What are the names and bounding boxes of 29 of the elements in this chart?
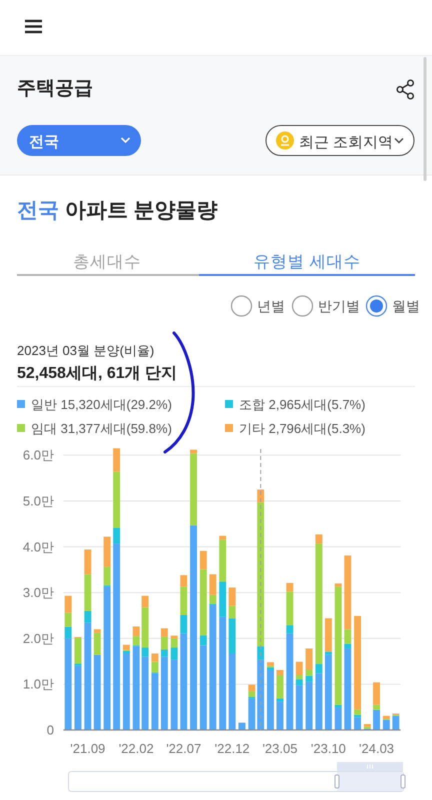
y-tick-label: 3.0만 — [22, 585, 54, 600]
x-tick-label: '22.02 — [118, 741, 154, 756]
text: 2023년 03월 분양(비율) — [17, 343, 154, 358]
x-tick-label: '24.03 — [359, 741, 394, 756]
x-tick-label: '21.09 — [70, 741, 106, 756]
text: 최근 조회지역 — [299, 134, 394, 151]
text: 전국 — [29, 134, 59, 150]
y-tick-label: 6.0만 — [22, 448, 54, 463]
y-tick-label: 5.0만 — [22, 493, 54, 508]
legend-label: 임대 31,377세대(59.8%) — [31, 421, 172, 436]
x-tick-label: '22.07 — [166, 741, 202, 756]
text: 주택공급 — [17, 78, 93, 99]
text: 유형별 세대수 — [254, 253, 360, 271]
text: 반기별 — [318, 298, 360, 314]
x-tick-label: '22.12 — [214, 741, 250, 756]
legend-label: 일반 15,320세대(29.2%) — [31, 397, 172, 412]
x-tick-label: '23.05 — [262, 741, 298, 756]
text: 총세대수 — [73, 253, 141, 271]
legend-label: 기타 2,796세대(5.3%) — [239, 421, 366, 436]
legend-label: 조합 2,965세대(5.7%) — [239, 397, 366, 412]
y-tick-label: 4.0만 — [22, 539, 54, 554]
y-tick-label: 1.0만 — [22, 676, 54, 692]
text: 52,458세대, 61개 단지 — [17, 365, 178, 382]
y-tick-label: 0 — [46, 722, 54, 738]
text: 월별 — [392, 298, 420, 314]
y-tick-label: 2.0만 — [22, 630, 54, 646]
chart-title: 전국 아파트 분양물량 — [17, 199, 218, 222]
x-tick-label: '23.10 — [310, 741, 346, 756]
text: 년별 — [257, 298, 285, 314]
